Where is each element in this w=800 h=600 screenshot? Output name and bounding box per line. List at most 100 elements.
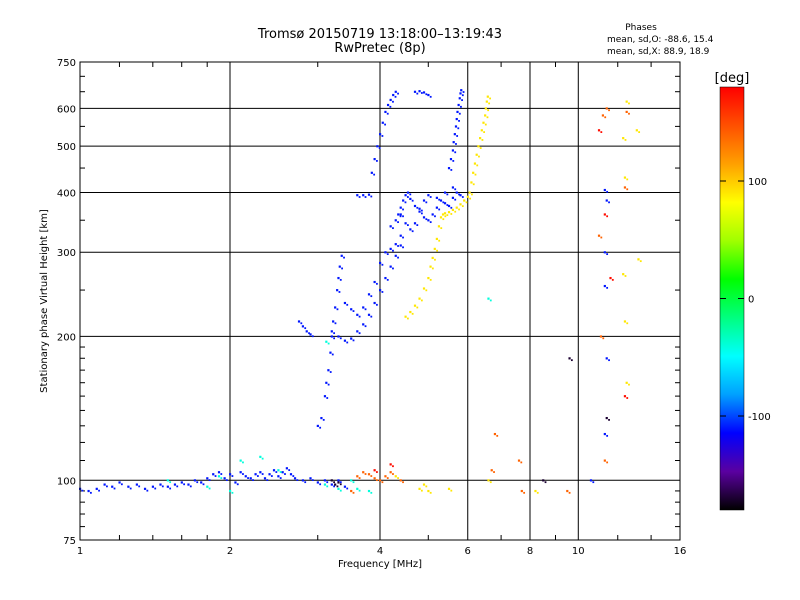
data-point	[376, 282, 378, 285]
data-point	[406, 196, 409, 198]
data-point	[479, 147, 482, 149]
data-point	[483, 131, 486, 133]
data-point	[339, 337, 342, 340]
data-point	[523, 491, 526, 494]
chart-subtitle: RwPretec (8p)	[334, 41, 425, 56]
data-point	[362, 306, 365, 309]
data-point	[394, 90, 397, 93]
data-point	[422, 483, 426, 486]
x-tick-label: 8	[527, 546, 533, 557]
data-point	[461, 205, 464, 208]
data-point	[624, 275, 627, 277]
data-point	[626, 322, 629, 325]
data-point	[460, 105, 462, 108]
data-point	[378, 147, 381, 149]
data-point	[402, 215, 404, 218]
data-point	[447, 204, 451, 208]
chart-title: Tromsø 20150719 13:18:00–13:19:43	[257, 27, 502, 42]
data-point	[217, 475, 221, 478]
data-point	[281, 471, 284, 474]
data-point	[339, 483, 342, 486]
data-point	[362, 471, 365, 474]
x-tick-label: 1	[77, 546, 83, 557]
data-point	[389, 463, 392, 466]
data-point	[376, 303, 378, 306]
data-point	[389, 98, 392, 102]
data-point	[431, 213, 434, 216]
data-point	[404, 315, 407, 318]
data-point	[381, 481, 384, 484]
data-point	[638, 131, 641, 133]
data-point	[420, 299, 423, 302]
y-tick-label: 400	[57, 188, 76, 199]
colorbar-tick-label: 0	[748, 295, 754, 306]
data-point	[603, 459, 606, 462]
data-point	[422, 199, 426, 202]
data-point	[487, 109, 490, 112]
data-point	[373, 280, 376, 284]
data-point	[285, 467, 288, 470]
data-point	[376, 145, 379, 148]
data-point	[362, 194, 365, 197]
data-point	[340, 254, 343, 257]
data-point	[450, 489, 453, 492]
data-point	[297, 320, 301, 323]
data-point	[474, 173, 477, 176]
data-point	[352, 481, 355, 484]
data-point	[301, 479, 305, 482]
data-point	[138, 485, 141, 488]
data-point	[413, 304, 417, 307]
data-point	[143, 487, 147, 490]
data-point	[418, 207, 421, 210]
data-point	[427, 219, 430, 222]
data-point	[392, 93, 395, 97]
data-point	[463, 199, 466, 202]
data-point	[418, 297, 421, 300]
data-point	[451, 149, 455, 152]
data-point	[397, 213, 400, 216]
data-point	[268, 473, 271, 476]
data-point	[534, 489, 537, 493]
data-point	[451, 208, 455, 212]
data-point	[346, 303, 349, 306]
phase-stats-heading: Phases	[625, 23, 657, 33]
data-point	[261, 457, 264, 460]
data-point	[416, 206, 419, 209]
data-point	[275, 471, 278, 473]
data-point	[456, 135, 459, 137]
data-point	[476, 164, 479, 167]
data-point	[311, 335, 314, 338]
data-point	[284, 473, 286, 475]
data-point	[392, 267, 394, 270]
data-point	[367, 293, 371, 296]
data-point	[438, 208, 441, 211]
data-point	[279, 477, 282, 479]
data-point	[319, 426, 322, 429]
data-point	[358, 196, 361, 198]
data-point	[605, 357, 608, 360]
data-point	[399, 215, 402, 218]
data-point	[364, 196, 367, 198]
data-point	[600, 236, 603, 239]
data-point	[356, 313, 359, 316]
data-point	[603, 188, 606, 192]
data-point	[346, 341, 349, 344]
data-point	[493, 471, 495, 473]
data-point	[606, 253, 609, 256]
data-point	[292, 475, 295, 477]
data-point	[370, 195, 373, 198]
data-point	[339, 278, 342, 281]
data-point	[229, 473, 232, 476]
data-point	[427, 489, 430, 493]
data-point	[196, 481, 199, 484]
plot-frame	[79, 61, 681, 541]
data-point	[118, 481, 121, 484]
data-point	[169, 481, 172, 484]
data-point	[406, 191, 410, 194]
data-point	[420, 209, 423, 212]
y-axis-label: Stationary phase Virtual Height [km]	[39, 209, 50, 393]
colorbar-tick-label: -100	[748, 412, 771, 423]
data-point	[259, 455, 262, 458]
y-tick-label: 300	[57, 248, 76, 259]
data-point	[520, 489, 523, 493]
